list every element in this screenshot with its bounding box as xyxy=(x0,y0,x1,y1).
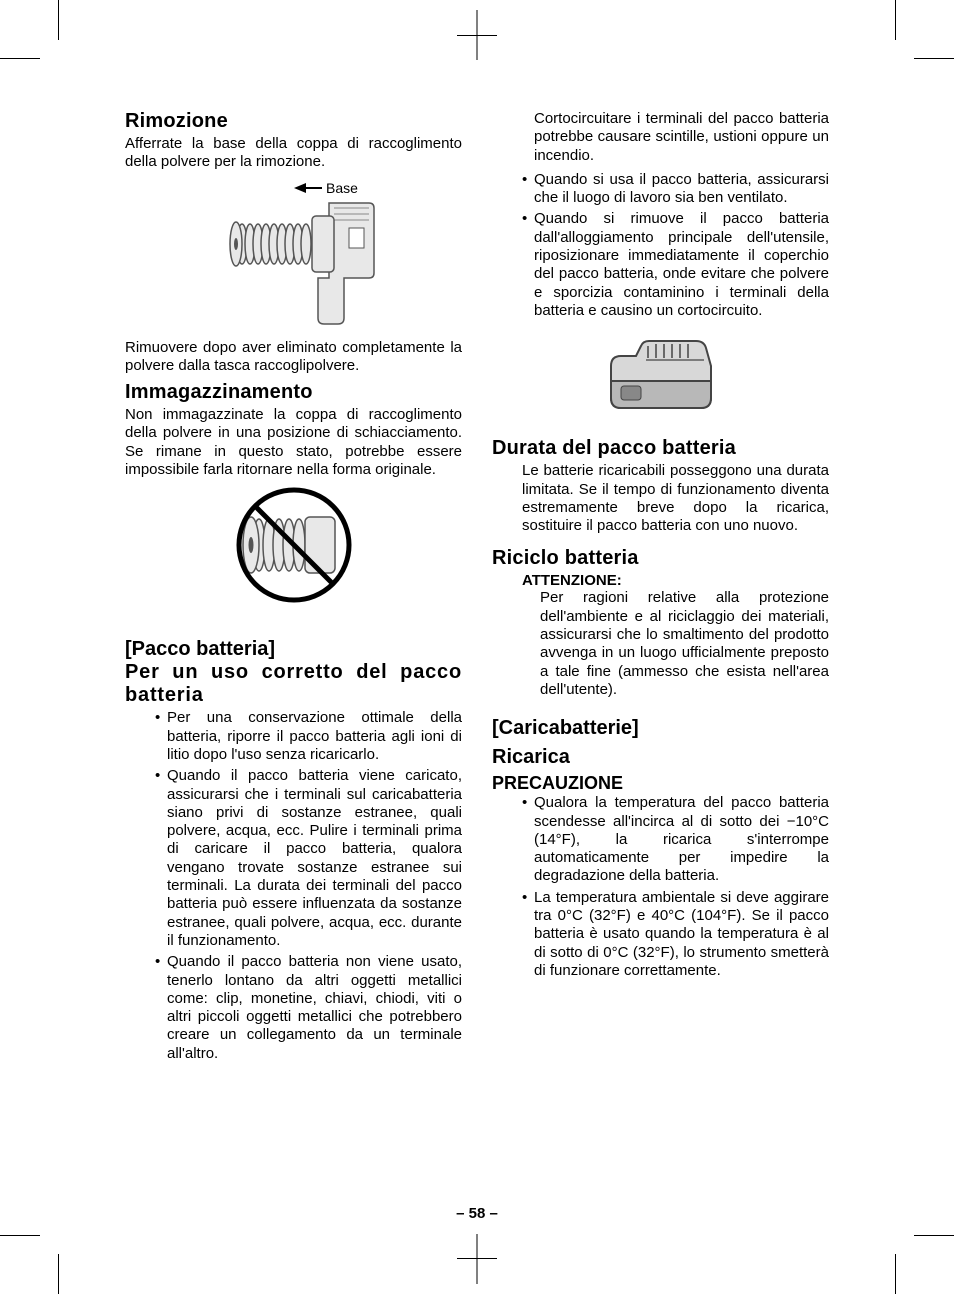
heading-immagazzinamento: Immagazzinamento xyxy=(125,381,462,404)
heading-pacco-bracket: [Pacco batteria] xyxy=(125,638,462,661)
center-mark xyxy=(457,35,497,36)
bullet-item: Quando il pacco batteria viene caricato,… xyxy=(155,767,462,950)
crop-mark xyxy=(914,1235,954,1236)
crop-mark xyxy=(895,1254,896,1294)
heading-attenzione: ATTENZIONE: xyxy=(522,572,829,589)
heading-precauzione: PRECAUZIONE xyxy=(492,773,829,794)
text-rimozione-1: Afferrate la base della coppa di raccogl… xyxy=(125,135,462,172)
crop-mark xyxy=(895,0,896,40)
bullet-item: Per una conservazione ottimale della bat… xyxy=(155,709,462,764)
text-durata: Le batterie ricaricabili posseggono una … xyxy=(522,462,829,535)
text-immagazzinamento: Non immagazzinate la coppa di raccoglime… xyxy=(125,406,462,479)
crop-mark xyxy=(0,1235,40,1236)
heading-durata: Durata del pacco batteria xyxy=(492,437,829,460)
heading-riciclo: Riciclo batteria xyxy=(492,547,829,570)
bullets-pacco: Per una conservazione ottimale della bat… xyxy=(155,709,462,1063)
figure-dust-cup-crushed xyxy=(125,485,462,620)
left-column: Rimozione Afferrate la base della coppa … xyxy=(125,110,462,1214)
bullet-item: La temperatura ambientale si deve aggira… xyxy=(522,889,829,980)
figure-label-base: Base xyxy=(326,180,358,196)
bullet-item: Quando si rimuove il pacco batteria dall… xyxy=(522,210,829,320)
heading-rimozione: Rimozione xyxy=(125,110,462,133)
heading-ricarica: Ricarica xyxy=(492,746,829,769)
crop-mark xyxy=(58,0,59,40)
bullet-item: Quando si usa il pacco batteria, assicur… xyxy=(522,171,829,208)
heading-caricabatterie-bracket: [Caricabatterie] xyxy=(492,717,829,740)
bullet-item: Quando il pacco batteria non viene usato… xyxy=(155,953,462,1063)
text-riciclo: Per ragioni relative alla protezione del… xyxy=(540,589,829,699)
page-number: – 58 – xyxy=(0,1205,954,1222)
bullets-precauzione: Qualora la temperatura del pacco batteri… xyxy=(522,794,829,980)
crop-mark xyxy=(58,1254,59,1294)
right-column: Cortocircuitare i terminali del pacco ba… xyxy=(492,110,829,1214)
bullets-continued: Quando si usa il pacco batteria, assicur… xyxy=(522,171,829,320)
text-continued: Cortocircuitare i terminali del pacco ba… xyxy=(522,110,829,165)
figure-dust-cup-remove: Base xyxy=(125,178,462,333)
crop-mark xyxy=(914,58,954,59)
center-mark xyxy=(477,1234,478,1284)
figure-battery-pack xyxy=(492,326,829,431)
text-rimozione-2: Rimuovere dopo aver eliminato completame… xyxy=(125,339,462,376)
crop-mark xyxy=(0,58,40,59)
center-mark xyxy=(457,1258,497,1259)
bullet-item: Qualora la temperatura del pacco batteri… xyxy=(522,794,829,885)
page-content: Rimozione Afferrate la base della coppa … xyxy=(125,110,829,1214)
heading-pacco: Per un uso corretto del pacco batteria xyxy=(125,661,462,707)
